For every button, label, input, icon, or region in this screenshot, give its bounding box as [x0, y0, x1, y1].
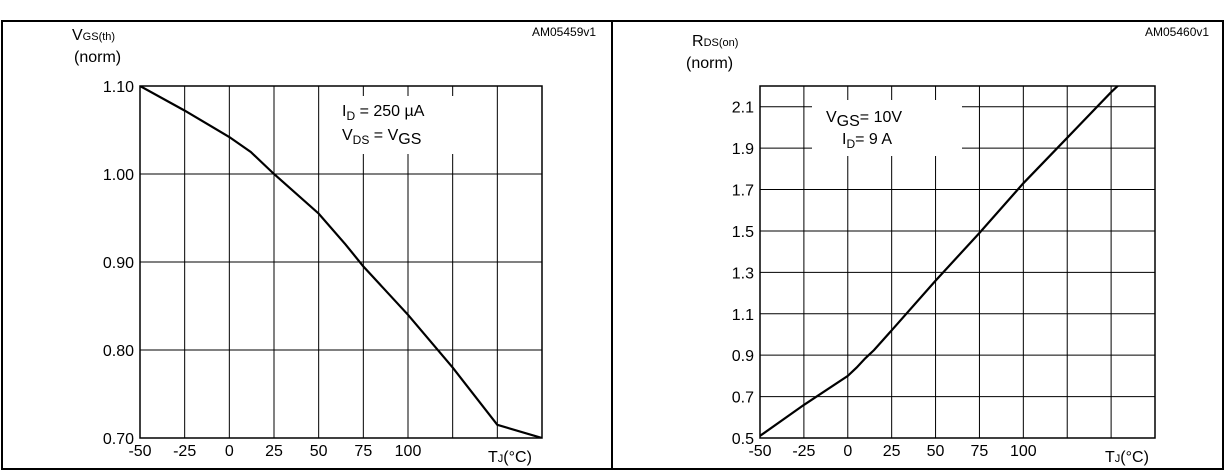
vgs-th-chart: 1.10 1.00 0.90 0.80 0.70-50 -25 0 25 50 75 100 VGS(…	[72, 27, 543, 466]
y-tick-label: 1.00	[103, 167, 134, 184]
y-tick-label: 2.1	[732, 100, 754, 117]
x-tick-label: 100	[1010, 443, 1037, 460]
x-tick-label: 0	[843, 443, 852, 460]
x-tick-label: 100	[395, 443, 422, 460]
annotation-vgs: VGS= 10V	[826, 109, 902, 130]
y-tick-label: 1.3	[732, 265, 754, 282]
y-axis-label: VGS(th)	[72, 27, 115, 44]
y-tick-label: 1.10	[103, 79, 134, 96]
x-tick-label: -50	[128, 443, 151, 460]
y-tick-label: 1.1	[732, 307, 754, 324]
x-tick-label: 75	[354, 443, 372, 460]
x-tick-label: 25	[883, 443, 901, 460]
x-tick-label: -50	[748, 443, 771, 460]
y-tick-label: 1.9	[732, 141, 754, 158]
plot-border	[139, 85, 543, 439]
series-line	[140, 86, 542, 438]
y-tick-label: 0.70	[103, 431, 134, 448]
annotation-box	[336, 96, 484, 154]
x-tick-label: -25	[173, 443, 196, 460]
series-line	[760, 86, 1120, 437]
x-tick-label: 25	[265, 443, 283, 460]
x-tick-label: 50	[927, 443, 945, 460]
y-axis-label: RDS(on)	[692, 33, 738, 50]
y-tick-label: 0.9	[732, 348, 754, 365]
y-axis-unit: (norm)	[686, 55, 733, 72]
plot-border	[759, 85, 1156, 439]
y-tick-label: 0.90	[103, 255, 134, 272]
y-tick-label: 1.7	[732, 183, 754, 200]
y-tick-label: 0.7	[732, 390, 754, 407]
y-tick-label: 0.80	[103, 343, 134, 360]
annotation-id: ID = 250 µA	[342, 103, 425, 123]
x-tick-label: 75	[971, 443, 989, 460]
x-axis-label: TJ(°C)	[488, 449, 532, 466]
x-tick-label: -25	[792, 443, 815, 460]
annotation-id: ID= 9 A	[842, 131, 892, 151]
x-tick-label: 0	[225, 443, 234, 460]
y-tick-label: 1.5	[732, 224, 754, 241]
annotation-vds: VDS = VGS	[342, 127, 421, 148]
x-tick-label: 50	[310, 443, 328, 460]
annotation-box	[812, 100, 962, 156]
chart-code-left: AM05459v1	[532, 25, 597, 39]
y-tick-label: 0.5	[732, 431, 754, 448]
chart-code-right: AM05460v1	[1145, 25, 1210, 39]
y-axis-unit: (norm)	[74, 49, 121, 66]
x-axis-label: TJ(°C)	[1105, 449, 1149, 466]
